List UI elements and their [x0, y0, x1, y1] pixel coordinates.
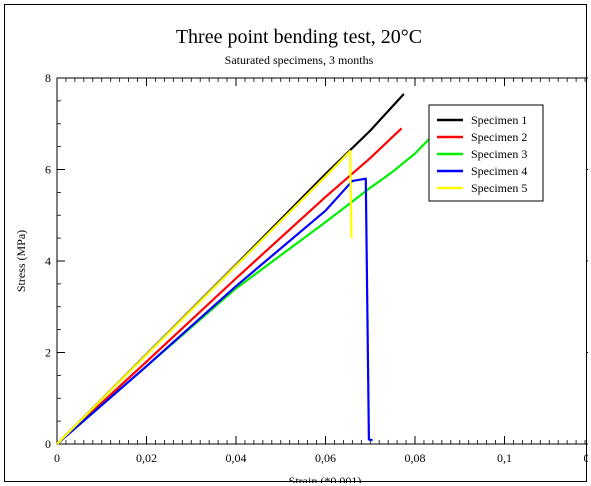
- y-tick-label: 8: [45, 71, 51, 85]
- bending-test-chart: Three point bending test, 20°C Saturated…: [14, 26, 588, 483]
- chart-subtitle: Saturated specimens, 3 months: [225, 53, 374, 67]
- legend-label-2: Specimen 2: [471, 130, 527, 144]
- x-axis-label: Strain (*0.001): [289, 474, 362, 483]
- x-tick-label: 0,1: [497, 451, 512, 465]
- legend-label-3: Specimen 3: [471, 147, 527, 161]
- series-line-2: [56, 127, 403, 445]
- x-tick-label: 0,02: [136, 451, 157, 465]
- legend-label-5: Specimen 5: [471, 181, 527, 195]
- x-tick-label: 0,08: [405, 451, 426, 465]
- series-layer: [56, 93, 434, 445]
- y-axis-label: Stress (MPa): [14, 230, 28, 292]
- chart-title: Three point bending test, 20°C: [176, 26, 422, 48]
- x-tick-label: 0,12: [584, 451, 589, 465]
- series-line-3: [56, 134, 434, 445]
- legend-label-1: Specimen 1: [471, 113, 527, 127]
- legend: Specimen 1 Specimen 2 Specimen 3 Specimen 4…: [428, 104, 544, 202]
- axis-ticks: 0 0,02 0,04 0,06 0,08 0,1 0,12 0 2 4 6 8: [45, 71, 588, 465]
- x-tick-label: 0,04: [226, 451, 247, 465]
- chart-frame: Three point bending test, 20°C Saturated…: [4, 4, 588, 483]
- y-tick-label: 6: [45, 163, 51, 177]
- series-line-5: [56, 150, 353, 445]
- y-tick-label: 2: [45, 346, 51, 360]
- series-line-4: [56, 177, 373, 445]
- x-tick-label: 0: [54, 451, 60, 465]
- legend-label-4: Specimen 4: [471, 164, 527, 178]
- y-tick-label: 0: [45, 437, 51, 451]
- y-tick-label: 4: [45, 254, 51, 268]
- x-tick-label: 0,06: [315, 451, 336, 465]
